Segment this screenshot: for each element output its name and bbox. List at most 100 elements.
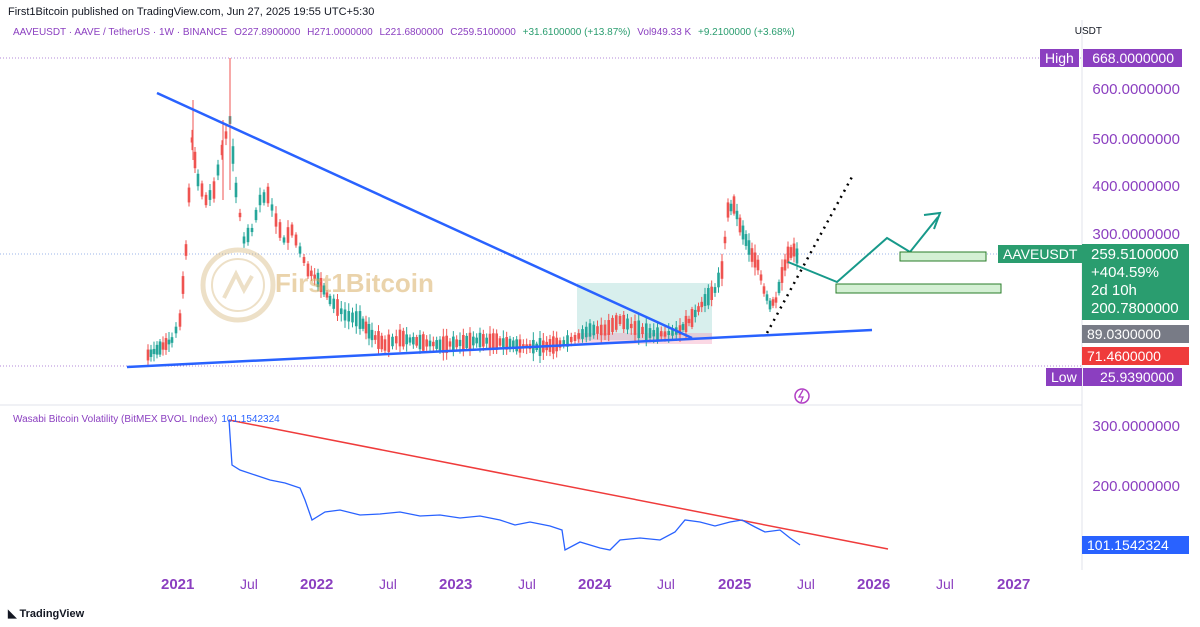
candle-body (618, 316, 622, 324)
indicator-value: 101.1542324 (221, 414, 280, 425)
volume-change: +9.2100000 (+3.68%) (698, 27, 795, 38)
candle-body (358, 311, 362, 329)
indicator-legend[interactable]: Wasabi Bitcoin Volatility (BitMEX BVOL I… (13, 414, 280, 425)
candle-body (741, 225, 745, 240)
candle-body (428, 340, 432, 347)
candle-body (200, 183, 204, 197)
candle-body (152, 348, 156, 355)
ohlc-high: H271.0000000 (307, 27, 373, 38)
candle-body (475, 337, 478, 344)
time-axis-label: Jul (797, 576, 815, 592)
candle-body (707, 288, 710, 306)
candle-body (512, 340, 515, 349)
high-label-tag: High (1040, 49, 1079, 67)
target-zone-upper (899, 251, 987, 262)
time-axis-label: 2022 (300, 576, 334, 593)
candle-body (212, 181, 216, 199)
candle-body (795, 248, 799, 264)
candle-body (747, 240, 751, 255)
candle-body (515, 339, 518, 352)
candle-body (316, 272, 320, 288)
candle-body (502, 338, 505, 348)
candle-body (361, 318, 365, 329)
candle-body (412, 336, 415, 345)
candle-body (569, 336, 573, 343)
candle-body (505, 337, 508, 350)
candle-body (626, 318, 629, 330)
level-tag-grey: 89.0300000 (1082, 325, 1189, 343)
candle-body (190, 137, 194, 143)
candle-body (196, 173, 200, 187)
publisher-line: First1Bitcoin published on TradingView.c… (8, 6, 375, 18)
candle-body (566, 335, 569, 347)
candle-body (671, 328, 674, 336)
candle-body (347, 311, 351, 322)
tradingview-footer[interactable]: ◣ TradingView (8, 607, 84, 620)
candle-body (370, 329, 374, 341)
last-price-block: 259.5100000 +404.59% 2d 10h 200.7800000 (1082, 244, 1189, 320)
candle-body (402, 330, 405, 347)
candle-body (167, 339, 171, 345)
candle-body (762, 286, 766, 294)
candle-body (158, 341, 162, 355)
candle-body (681, 324, 685, 330)
percent-change: +404.59% (1091, 264, 1159, 281)
candle-body (262, 192, 266, 203)
candle-body (485, 337, 488, 344)
candle-body (193, 151, 197, 169)
candle-body (558, 340, 562, 348)
candle-body (394, 336, 398, 344)
candle-body (667, 330, 671, 336)
candle-body (783, 259, 787, 271)
candle-body (155, 344, 159, 355)
tradingview-logo-icon: ◣ (8, 608, 17, 620)
time-axis-label: Jul (240, 576, 258, 592)
candle-body (325, 292, 329, 298)
candle-body (584, 326, 588, 338)
bvol-series-line (228, 419, 801, 552)
candle-body (373, 335, 377, 340)
candle-body (448, 341, 452, 347)
candle-body (455, 339, 458, 348)
candle-body (418, 334, 422, 350)
bar-countdown: 2d 10h (1091, 282, 1137, 299)
candle-body (310, 270, 313, 277)
candle-body (756, 259, 760, 271)
candle-body (339, 308, 343, 315)
candle-body (659, 331, 663, 337)
indicator-last-tag: 101.1542324 (1082, 536, 1189, 554)
candle-body (777, 281, 781, 294)
ohlc-close: C259.5100000 (450, 27, 516, 38)
candle-body (768, 300, 772, 310)
candlestick-series (146, 58, 799, 366)
candle-body (298, 246, 302, 254)
low-label-tag: Low (1046, 368, 1082, 386)
projection-arrowhead (923, 211, 942, 230)
candle-body (422, 334, 425, 351)
candle-body (181, 276, 185, 294)
candle-body (398, 329, 402, 347)
candle-body (468, 332, 472, 351)
time-axis-label: Jul (936, 576, 954, 592)
candle-body (435, 340, 438, 349)
candle-body (765, 294, 769, 301)
candle-body (710, 286, 713, 300)
candle-body (732, 196, 736, 214)
candle-body (753, 252, 757, 268)
time-axis-label: 2023 (439, 576, 473, 593)
candle-body (592, 324, 596, 336)
candle-body (238, 212, 242, 218)
symbol-name[interactable]: AAVEUSDT · AAVE / TetherUS · 1W · BINANC… (13, 27, 228, 38)
candle-body (246, 227, 250, 243)
candle-body (492, 333, 495, 350)
candle-body (224, 131, 228, 139)
volume: Vol949.33 K (637, 27, 692, 38)
candle-body (562, 340, 566, 345)
candle-body (290, 224, 294, 236)
candle-body (322, 285, 326, 295)
descending-trendline (156, 91, 693, 340)
candle-body (717, 272, 720, 288)
currency-label: USDT (1074, 26, 1102, 37)
indicator-name[interactable]: Wasabi Bitcoin Volatility (BitMEX BVOL I… (13, 414, 218, 425)
